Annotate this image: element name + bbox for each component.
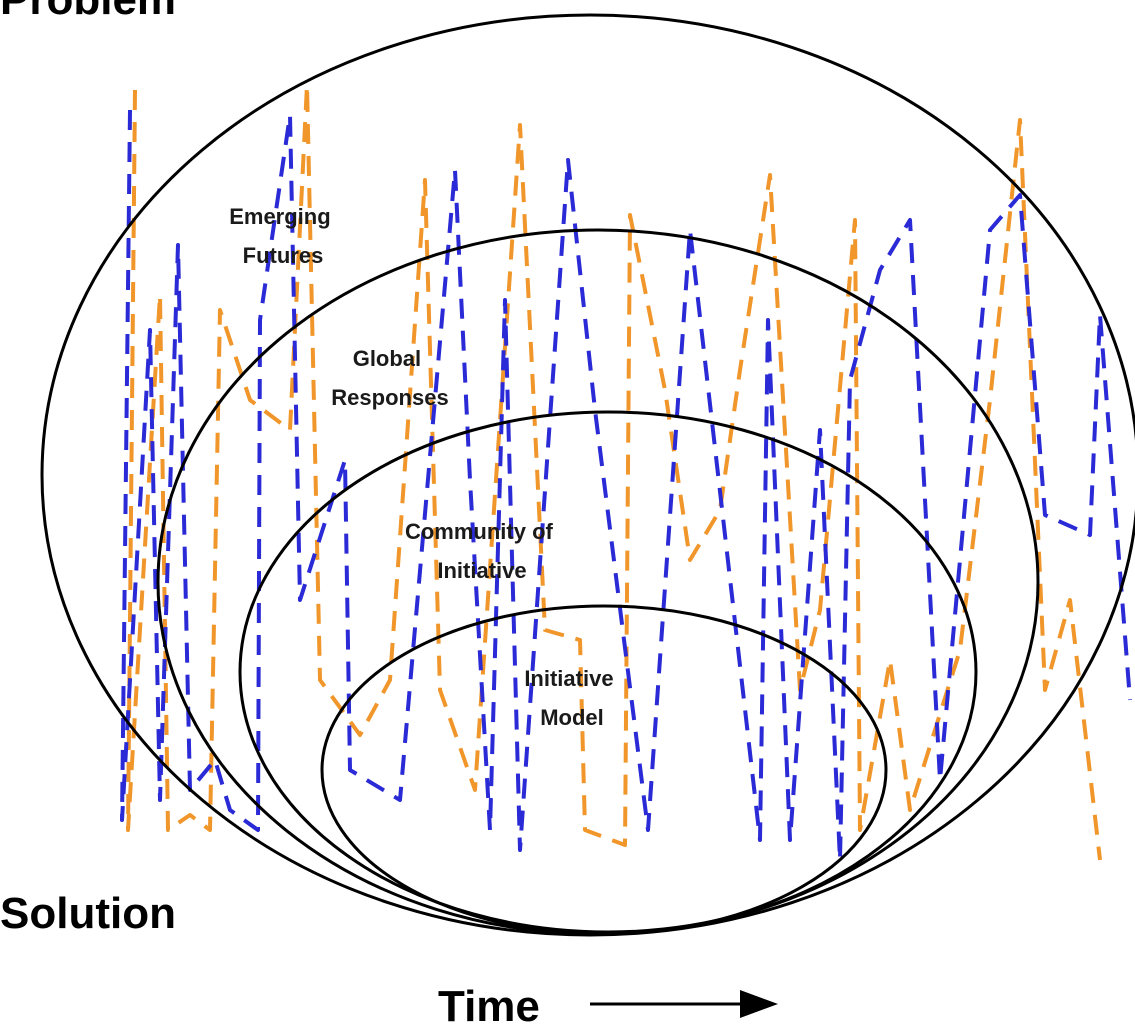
label-community-line1: Community of (405, 519, 554, 544)
blue-dashed-line (120, 109, 1132, 862)
label-global-responses-line2: Responses (331, 385, 448, 410)
label-initiative-model-line1: Initiative (524, 666, 613, 691)
label-global-responses: Global Responses (331, 346, 448, 410)
label-initiative-model: Initiative Model (524, 666, 619, 730)
label-global-responses-line1: Global (353, 346, 421, 371)
label-community-of-initiative: Community of Initiative (405, 519, 559, 583)
label-community-line2: Initiative (437, 558, 526, 583)
label-emerging-futures: Emerging Futures (229, 204, 337, 268)
ellipse-community-of-initiative (238, 410, 978, 934)
orange-dashed-line (126, 83, 1102, 861)
label-emerging-futures-line2: Futures (243, 243, 324, 268)
ellipse-initiative-model (320, 604, 888, 936)
problem-label: Problem (0, 0, 176, 22)
time-label: Time (438, 982, 540, 1031)
ellipse-global-responses (156, 228, 1040, 936)
label-emerging-futures-line1: Emerging (229, 204, 330, 229)
time-arrow-icon (740, 990, 778, 1018)
solution-label: Solution (0, 889, 176, 938)
label-initiative-model-line2: Model (540, 705, 604, 730)
dashed-lines-layer (120, 83, 1132, 862)
ellipse-emerging-futures (40, 13, 1135, 937)
